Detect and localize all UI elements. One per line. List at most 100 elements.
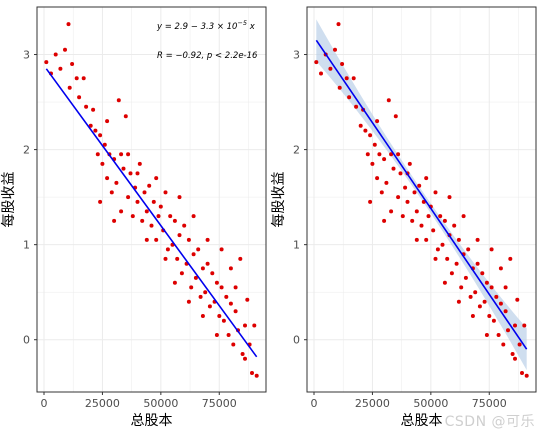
correlation-label: R = −0.92, p < 2.2e-16 bbox=[157, 51, 258, 61]
data-point bbox=[375, 176, 380, 181]
data-point bbox=[489, 247, 494, 252]
data-point bbox=[382, 157, 387, 162]
data-point bbox=[109, 190, 114, 195]
data-point bbox=[189, 285, 194, 290]
data-point bbox=[226, 333, 231, 337]
data-point bbox=[368, 199, 373, 204]
data-point bbox=[513, 356, 517, 361]
data-point bbox=[245, 297, 250, 302]
data-point bbox=[384, 180, 389, 185]
data-point bbox=[319, 71, 323, 76]
data-point bbox=[175, 256, 180, 261]
data-point bbox=[445, 256, 450, 261]
x-tick-label: 25000 bbox=[85, 397, 120, 410]
data-point bbox=[484, 280, 489, 285]
data-point bbox=[63, 47, 67, 52]
data-point bbox=[496, 333, 501, 337]
data-point bbox=[414, 209, 419, 214]
data-point bbox=[396, 152, 401, 157]
data-point bbox=[182, 223, 187, 228]
data-point bbox=[391, 166, 396, 171]
data-point bbox=[119, 209, 124, 214]
data-point bbox=[224, 294, 229, 299]
data-point bbox=[200, 266, 205, 271]
data-point bbox=[398, 171, 403, 176]
data-point bbox=[389, 152, 394, 157]
data-point bbox=[515, 297, 520, 302]
data-point bbox=[233, 285, 238, 290]
data-point bbox=[336, 22, 341, 27]
data-point bbox=[456, 237, 461, 242]
data-point bbox=[417, 183, 422, 188]
data-point bbox=[243, 356, 247, 361]
data-point bbox=[221, 318, 226, 323]
data-point bbox=[517, 342, 522, 347]
data-point bbox=[477, 304, 482, 309]
data-point bbox=[513, 323, 517, 328]
y-tick-label: 2 bbox=[293, 144, 300, 157]
data-point bbox=[137, 161, 142, 166]
data-point bbox=[100, 161, 105, 166]
y-tick-label: 3 bbox=[293, 49, 300, 62]
data-point bbox=[503, 309, 508, 314]
data-point bbox=[375, 119, 380, 124]
data-point bbox=[203, 290, 208, 295]
data-point bbox=[314, 60, 319, 65]
x-tick-label: 50000 bbox=[143, 397, 178, 410]
data-point bbox=[489, 285, 494, 290]
data-point bbox=[205, 237, 210, 242]
data-point bbox=[214, 333, 219, 337]
data-point bbox=[119, 152, 124, 157]
data-point bbox=[147, 183, 152, 188]
data-point bbox=[442, 280, 447, 285]
data-point bbox=[243, 323, 247, 328]
x-tick-label: 50000 bbox=[413, 397, 448, 410]
data-point bbox=[84, 104, 89, 109]
data-point bbox=[377, 152, 382, 157]
data-point bbox=[172, 280, 177, 285]
y-tick-label: 2 bbox=[23, 144, 30, 157]
data-point bbox=[81, 76, 86, 81]
data-point bbox=[219, 247, 224, 252]
data-point bbox=[207, 304, 212, 309]
data-point bbox=[506, 328, 510, 333]
data-point bbox=[396, 195, 401, 200]
x-axis-label: 总股本 bbox=[401, 413, 443, 429]
data-point bbox=[217, 314, 222, 318]
data-point bbox=[198, 294, 203, 299]
data-point bbox=[431, 228, 436, 233]
panel-background bbox=[37, 7, 266, 392]
data-point bbox=[475, 261, 480, 266]
data-point bbox=[433, 190, 438, 195]
data-point bbox=[400, 214, 405, 219]
data-point bbox=[337, 85, 342, 90]
data-point bbox=[480, 271, 485, 276]
data-point bbox=[105, 119, 110, 124]
data-point bbox=[405, 199, 410, 204]
data-point bbox=[252, 323, 257, 328]
data-point bbox=[154, 176, 159, 181]
data-point bbox=[44, 60, 49, 65]
data-point bbox=[135, 171, 140, 176]
data-point bbox=[473, 290, 478, 295]
data-point bbox=[144, 237, 149, 242]
data-point bbox=[214, 280, 219, 285]
data-point bbox=[66, 22, 71, 27]
data-point bbox=[210, 271, 215, 276]
data-point bbox=[58, 66, 63, 71]
data-point bbox=[98, 199, 103, 204]
data-point bbox=[382, 218, 387, 223]
x-axis-label: 总股本 bbox=[131, 413, 173, 429]
data-point bbox=[501, 342, 506, 347]
data-point bbox=[116, 98, 121, 103]
data-point bbox=[177, 233, 182, 238]
data-point bbox=[426, 214, 431, 219]
data-point bbox=[91, 107, 96, 112]
data-point bbox=[98, 133, 103, 138]
data-point bbox=[105, 176, 110, 181]
data-point bbox=[114, 180, 119, 185]
data-point bbox=[393, 114, 398, 119]
data-point bbox=[158, 204, 163, 209]
panel-1: 0 25000 50000 75000 0 1 2 3 总股本 每股收益 y = 2.9 − 3.3… bbox=[1, 6, 267, 429]
